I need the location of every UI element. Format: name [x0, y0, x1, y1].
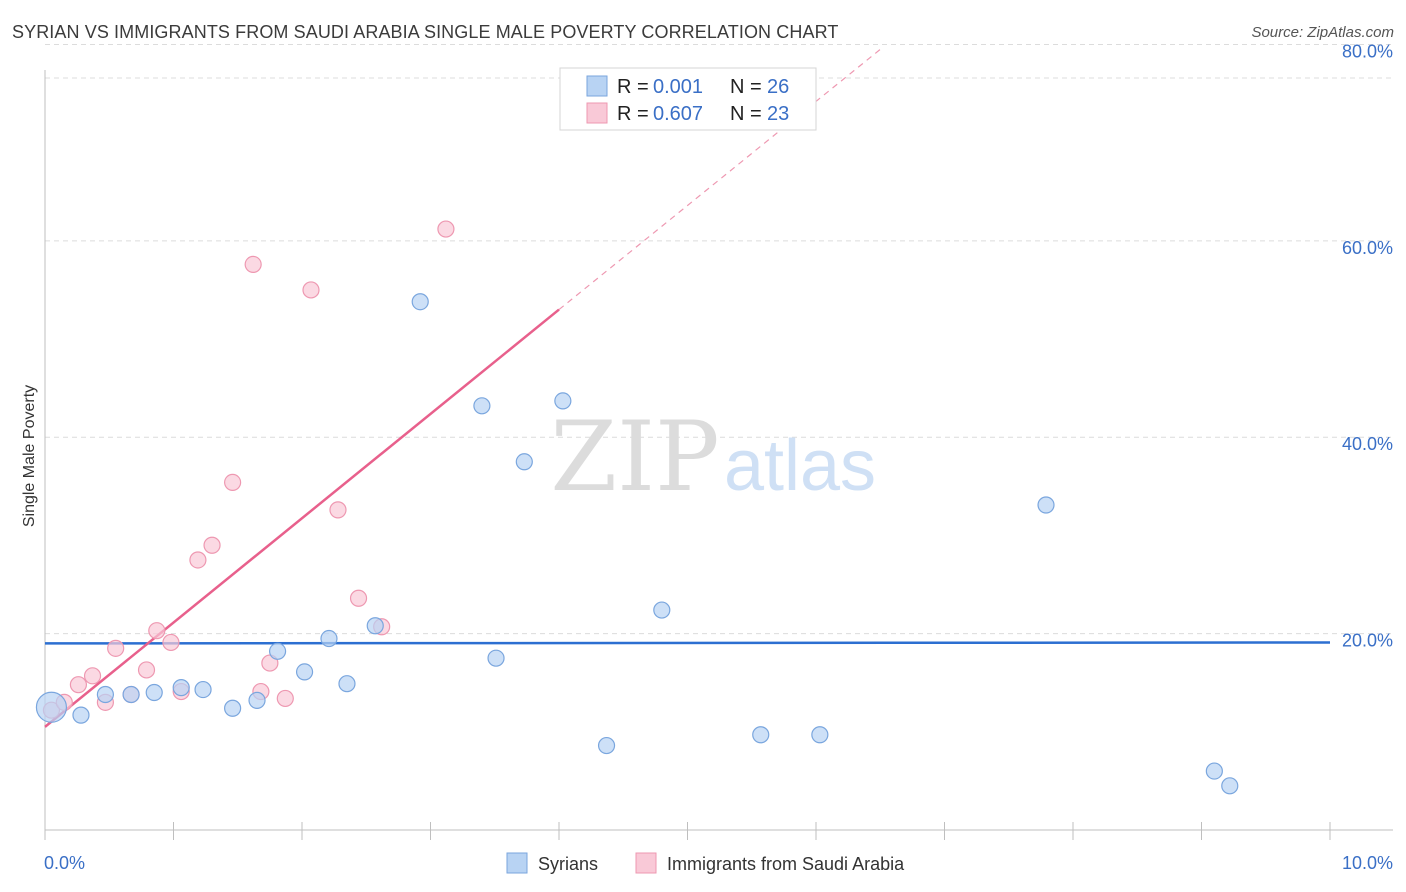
syrians-point-2 — [96, 685, 114, 704]
syrians-point-21 — [752, 726, 770, 744]
legend-syrians-r-value: 0.001 — [653, 76, 703, 98]
legend-saudi-n-label: N = — [730, 103, 762, 125]
legend-saudi-swatch — [586, 102, 608, 124]
syrians-point-14 — [411, 293, 429, 311]
chart-title: SYRIAN VS IMMIGRANTS FROM SAUDI ARABIA S… — [12, 22, 839, 42]
legend-saudi-n-value: 23 — [767, 103, 789, 125]
y-tick-label-20: 20.0% — [1342, 631, 1393, 651]
saudi-point-19 — [329, 501, 347, 519]
y-tick-labels: 20.0% 40.0% 60.0% 80.0% — [1342, 41, 1393, 650]
syrians-point-5 — [172, 679, 190, 697]
watermark-atlas: atlas — [724, 426, 876, 506]
saudi-point-11 — [189, 551, 207, 569]
saudi-point-13 — [224, 473, 242, 491]
syrians-point-4 — [145, 683, 163, 702]
syrians-point-3 — [122, 685, 140, 704]
syrians-point-19 — [597, 736, 616, 755]
syrians-point-11 — [320, 629, 338, 648]
saudi-point-17 — [276, 689, 294, 708]
watermark-zip: ZIP — [550, 401, 719, 513]
points-layer — [35, 220, 1239, 795]
syrians-point-7 — [224, 699, 242, 717]
bottom-legend-saudi-swatch — [635, 852, 657, 874]
legend-syrians-r-label: R = — [617, 76, 649, 98]
saudi-point-8 — [148, 622, 166, 640]
syrians-point-9 — [268, 642, 287, 660]
saudi-trend-line — [44, 308, 560, 728]
y-tick-label-80: 80.0% — [1342, 41, 1393, 61]
syrians-point-0 — [35, 691, 68, 723]
syrians-point-15 — [473, 397, 491, 415]
saudi-point-20 — [349, 589, 368, 607]
saudi-point-3 — [83, 667, 102, 685]
saudi-point-14 — [244, 255, 262, 274]
y-tick-label-60: 60.0% — [1342, 238, 1393, 258]
syrians-trend-line — [44, 641, 1331, 645]
legend: R = 0.001 N = 26 R = 0.607 N = 23 — [559, 67, 817, 131]
saudi-point-5 — [107, 639, 125, 657]
bottom-legend-saudi-label: Immigrants from Saudi Arabia — [667, 854, 905, 874]
legend-saudi-r-label: R = — [617, 103, 649, 125]
y-tick-label-40: 40.0% — [1342, 434, 1393, 454]
legend-syrians-n-value: 26 — [767, 76, 789, 98]
syrians-point-20 — [653, 601, 671, 619]
bottom-legend-syrians-label: Syrians — [538, 854, 598, 874]
y-axis-label: Single Male Poverty — [21, 385, 38, 527]
syrians-point-13 — [366, 617, 384, 635]
bottom-legend-syrians-swatch — [506, 852, 528, 874]
grid-layer — [45, 43, 1393, 635]
x-tick-label-min: 0.0% — [44, 853, 85, 873]
saudi-trend-extension — [558, 48, 881, 311]
syrians-point-16 — [487, 649, 505, 667]
syrians-point-12 — [338, 675, 356, 693]
x-ticks — [44, 822, 1331, 840]
saudi-point-7 — [137, 661, 156, 679]
syrians-point-25 — [1221, 777, 1239, 795]
syrians-point-22 — [811, 726, 829, 744]
x-tick-label-max: 10.0% — [1342, 853, 1393, 873]
saudi-point-18 — [302, 281, 320, 299]
saudi-point-22 — [437, 220, 455, 238]
syrians-point-23 — [1037, 496, 1055, 514]
saudi-point-12 — [203, 536, 221, 554]
legend-saudi-r-value: 0.607 — [653, 103, 703, 125]
syrians-point-8 — [248, 691, 266, 709]
bottom-legend: Syrians Immigrants from Saudi Arabia — [506, 852, 905, 874]
source-label: Source: ZipAtlas.com — [1251, 24, 1394, 41]
syrians-point-18 — [554, 392, 572, 410]
syrians-point-24 — [1205, 762, 1223, 780]
syrians-point-6 — [194, 680, 212, 699]
saudi-point-9 — [162, 633, 180, 652]
trend-layer — [44, 48, 1331, 728]
legend-syrians-n-label: N = — [730, 76, 762, 98]
syrians-point-10 — [295, 663, 314, 681]
saudi-point-2 — [69, 676, 88, 694]
syrians-point-17 — [515, 453, 533, 471]
syrians-point-1 — [72, 706, 90, 724]
legend-syrians-swatch — [586, 75, 608, 97]
